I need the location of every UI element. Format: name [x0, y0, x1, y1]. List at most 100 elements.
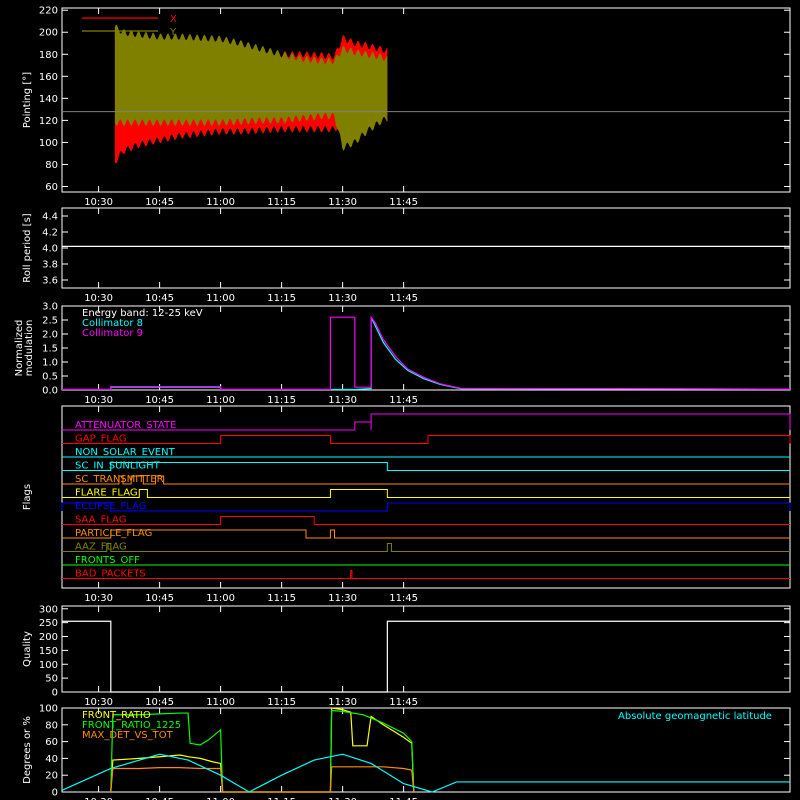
- series-band-y: [114, 24, 388, 151]
- y-tick-label: 100: [39, 704, 58, 715]
- flag-label-fronts-off: FRONTS_OFF: [75, 555, 140, 566]
- y-tick-label: 180: [39, 50, 58, 61]
- flag-label-flare-flag: FLARE_FLAG: [75, 488, 138, 499]
- legend-label-2: Collimator 8: [82, 318, 143, 329]
- x-tick-label: 10:30: [84, 593, 113, 604]
- y-tick-label: 60: [45, 737, 58, 748]
- y-tick-label: 3.6: [42, 276, 58, 287]
- y-tick-label: 100: [39, 660, 58, 671]
- flag-label-sc-transmitter: SC_TRANSMITTER: [75, 474, 164, 485]
- flag-line-sc-transmitter: [62, 475, 790, 485]
- y-tick-label: 0.5: [42, 372, 58, 383]
- y-tick-label: 220: [39, 6, 58, 17]
- y-tick-label: 80: [45, 160, 58, 171]
- legend-label-2: FRONT_RATIO_1225: [82, 720, 181, 731]
- y-axis-label: modulation: [24, 320, 35, 377]
- series-line-front-ratio-1225: [110, 709, 415, 793]
- x-tick-label: 10:45: [145, 293, 174, 304]
- y-tick-label: 300: [39, 604, 58, 615]
- y-tick-label: 2.5: [42, 316, 58, 327]
- legend-label-1: Energy band: 12-25 keV: [82, 308, 203, 319]
- legend-label-3: MAX_DET_VS_TOT: [82, 730, 174, 741]
- x-tick-label: 10:30: [84, 395, 113, 406]
- y-tick-label: 4.2: [42, 228, 58, 239]
- flag-label-gap-flag: GAP_FLAG: [75, 434, 127, 445]
- y-tick-label: 100: [39, 138, 58, 149]
- series-line-collimator-9: [62, 315, 791, 391]
- x-tick-label: 10:45: [145, 697, 174, 708]
- panel-6: 10:30 10:45 11:00 11:15 11:30 11:45 0 20 40 60 80 1…: [22, 704, 791, 800]
- panel-5: 10:30 10:45 11:00 11:15 11:30 11:45 0 50 100 150 2…: [22, 604, 791, 708]
- flag-line-sc-in-sunlight: [62, 462, 790, 471]
- flag-label-eclipse-flag: ECLIPSE_FLAG: [75, 501, 146, 512]
- x-tick-label: 11:00: [206, 593, 235, 604]
- y-tick-label: 140: [39, 94, 58, 105]
- panel-2: 10:30 10:45 11:00 11:15 11:30 11:45 3.6 3.8 4.0 4…: [22, 207, 791, 304]
- panel-frame: [61, 207, 791, 289]
- x-tick-label: 11:00: [206, 797, 235, 800]
- x-tick-label: 10:30: [84, 697, 113, 708]
- flag-line-attenuator-state: [62, 413, 791, 431]
- x-tick-label: 11:15: [267, 797, 296, 800]
- y-tick-label: 3.0: [42, 302, 58, 313]
- flag-line-saa-flag: [62, 516, 790, 525]
- y-tick-label: 120: [39, 116, 58, 127]
- flag-line-bad-packets: [62, 570, 790, 579]
- x-tick-label: 10:45: [145, 593, 174, 604]
- y-tick-label: 80: [45, 720, 58, 731]
- x-tick-label: 11:30: [328, 697, 357, 708]
- y-tick-label: 0: [52, 688, 58, 699]
- annotation-label: Absolute geomagnetic latitude: [618, 711, 772, 722]
- y-tick-label: 0.0: [42, 386, 58, 397]
- y-tick-label: 150: [39, 646, 58, 657]
- y-tick-label: 1.5: [42, 344, 58, 355]
- x-tick-label: 11:45: [389, 697, 418, 708]
- flag-label-particle-flag: PARTICLE_FLAG: [75, 528, 152, 539]
- flag-label-sc-in-sunlight: SC_IN_SUNLIGHT: [75, 461, 161, 472]
- flag-line-eclipse-flag: [61, 502, 791, 512]
- y-tick-label: 200: [39, 632, 58, 643]
- y-tick-label: 3.8: [42, 260, 58, 271]
- x-tick-label: 11:30: [328, 197, 357, 208]
- y-axis-label: Quality: [22, 631, 33, 667]
- panel-3: 10:30 10:45 11:00 11:15 11:30 11:45 0.0 0.5 1.0 1…: [14, 302, 791, 406]
- x-tick-label: 11:15: [267, 697, 296, 708]
- y-tick-label: 40: [45, 754, 58, 765]
- x-tick-label: 11:45: [389, 797, 418, 800]
- x-tick-label: 10:30: [84, 293, 113, 304]
- y-axis-label: Flags: [22, 484, 33, 510]
- y-tick-label: 160: [39, 72, 58, 83]
- x-tick-label: 11:30: [328, 593, 357, 604]
- y-axis-label: Roll period [s]: [22, 213, 33, 282]
- x-tick-label: 11:30: [328, 395, 357, 406]
- y-tick-label: 4.0: [42, 244, 58, 255]
- flag-label-aaz-flag: AAZ_FLAG: [75, 542, 127, 553]
- panel-4: 10:30 10:45 11:00 11:15 11:30 11:45 Flags ATTEN…: [22, 405, 791, 604]
- x-tick-label: 11:15: [267, 395, 296, 406]
- x-tick-label: 11:45: [389, 293, 418, 304]
- legend-label-3: Collimator 9: [82, 328, 143, 339]
- x-tick-label: 11:15: [267, 197, 296, 208]
- y-tick-label: 250: [39, 618, 58, 629]
- flag-label-bad-packets: BAD_PACKETS: [75, 569, 146, 580]
- y-tick-label: 60: [45, 182, 58, 193]
- y-tick-label: 2.0: [42, 330, 58, 341]
- x-tick-label: 11:45: [389, 197, 418, 208]
- legend-label-1: FRONT_RATIO: [82, 710, 151, 721]
- y-tick-label: 0: [52, 788, 58, 799]
- x-tick-label: 10:30: [84, 197, 113, 208]
- x-tick-label: 10:45: [145, 797, 174, 800]
- x-tick-label: 10:45: [145, 197, 174, 208]
- x-tick-label: 11:30: [328, 293, 357, 304]
- legend-label-x: X: [170, 14, 177, 25]
- panel-frame: [61, 605, 791, 693]
- y-tick-label: 4.4: [42, 212, 58, 223]
- flag-label-saa-flag: SAA_FLAG: [75, 515, 126, 526]
- x-tick-label: 11:00: [206, 293, 235, 304]
- series-line-absolute-geomagnetic-latitude: [61, 753, 790, 793]
- flag-line-particle-flag: [62, 529, 790, 539]
- x-tick-label: 10:45: [145, 395, 174, 406]
- panel-frame: [61, 707, 791, 793]
- x-tick-label: 11:15: [267, 593, 296, 604]
